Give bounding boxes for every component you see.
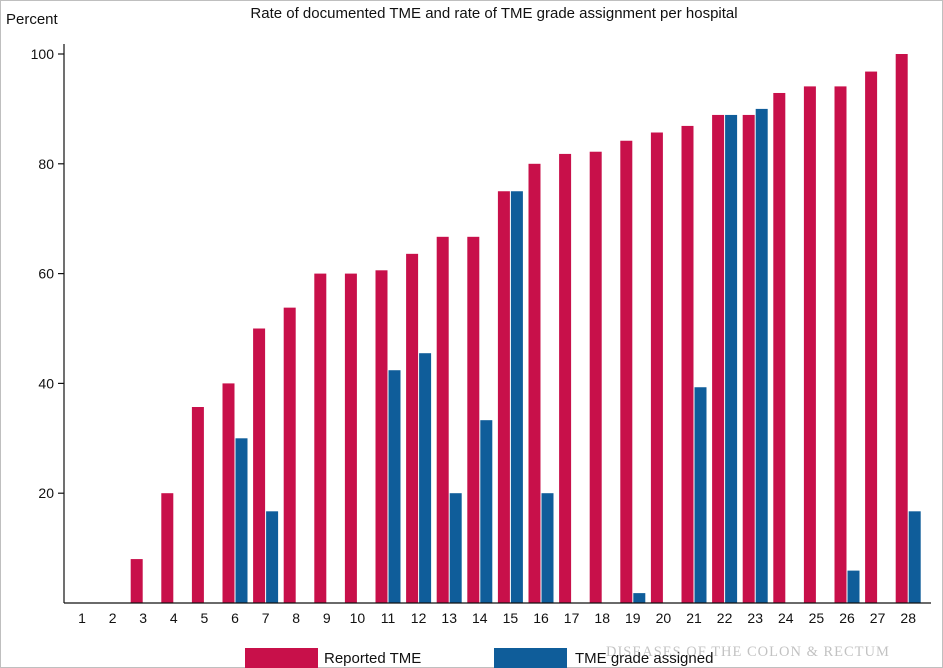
bar-tme-grade-assigned-7: [266, 511, 279, 603]
y-axis-label: Percent: [6, 11, 59, 28]
x-tick-label: 14: [472, 610, 488, 626]
bar-reported-tme-17: [559, 153, 572, 603]
y-tick-label: 60: [38, 266, 54, 282]
bar-reported-tme-27: [865, 71, 878, 604]
y-tick-label: 20: [38, 485, 54, 501]
x-axis: 1 2 3 4 5 6 7 8 9 10 11 12 13 14 15 16 17 18 19 20 21 22 23 24 2…: [64, 602, 931, 626]
bar-reported-tme-14: [467, 236, 480, 603]
x-tick-label: 11: [381, 610, 396, 626]
bar-tme-grade-assigned-16: [541, 493, 554, 603]
bar-reported-tme-23: [742, 114, 755, 604]
bar-tme-grade-assigned-12: [419, 353, 432, 603]
x-tick-label: 4: [170, 610, 178, 626]
y-axis: 20 40 60 80 100: [31, 44, 65, 603]
x-tick-label: 17: [564, 610, 580, 626]
bar-tme-grade-assigned-6: [235, 438, 248, 603]
x-tick-label: 2: [109, 610, 117, 626]
x-tick-label: 12: [411, 610, 427, 626]
bar-reported-tme-28: [895, 54, 908, 603]
x-tick-label: 19: [625, 610, 641, 626]
x-tick-label: 27: [870, 610, 886, 626]
bar-reported-tme-3: [130, 559, 143, 603]
bar-reported-tme-12: [406, 253, 419, 603]
bar-reported-tme-21: [681, 125, 694, 603]
x-tick-label: 21: [686, 610, 702, 626]
bar-tme-grade-assigned-21: [694, 387, 707, 603]
x-tick-label: 23: [747, 610, 763, 626]
y-tick-label: 100: [31, 46, 55, 62]
bar-reported-tme-15: [497, 191, 510, 603]
bar-reported-tme-8: [283, 307, 296, 603]
bar-reported-tme-6: [222, 383, 235, 603]
x-tick-label: 15: [503, 610, 519, 626]
legend-swatch-reported-tme: [245, 648, 318, 668]
bar-reported-tme-25: [803, 86, 816, 604]
bar-tme-grade-assigned-28: [908, 511, 921, 603]
bar-tme-grade-assigned-11: [388, 370, 401, 603]
bar-reported-tme-5: [191, 407, 204, 603]
legend-label-tme-grade-assigned: TME grade assigned: [575, 650, 713, 667]
bar-reported-tme-22: [712, 114, 725, 604]
x-tick-label: 20: [656, 610, 672, 626]
x-tick-label: 1: [78, 610, 86, 626]
bar-reported-tme-11: [375, 270, 388, 603]
bar-reported-tme-18: [589, 151, 602, 604]
bar-tme-grade-assigned-23: [755, 108, 768, 604]
x-tick-label: 3: [139, 610, 147, 626]
x-tick-label: 13: [441, 610, 457, 626]
bar-reported-tme-7: [253, 328, 266, 603]
x-tick-label: 28: [900, 610, 916, 626]
bar-tme-grade-assigned-13: [449, 493, 462, 603]
x-tick-label: 18: [594, 610, 610, 626]
bar-tme-grade-assigned-19: [633, 593, 646, 603]
bar-reported-tme-20: [650, 132, 663, 603]
x-tick-label: 26: [839, 610, 855, 626]
bar-reported-tme-26: [834, 86, 847, 604]
bars: [130, 54, 921, 604]
x-tick-label: 25: [809, 610, 825, 626]
bar-reported-tme-16: [528, 163, 541, 604]
x-tick-label: 22: [717, 610, 733, 626]
x-tick-label: 9: [323, 610, 331, 626]
bar-reported-tme-24: [773, 92, 786, 603]
bar-reported-tme-10: [344, 273, 357, 603]
journal-watermark: DISEASES OF THE COLON & RECTUM: [606, 644, 890, 660]
x-tick-label: 6: [231, 610, 239, 626]
legend: Reported TME TME grade assigned: [245, 648, 713, 668]
x-tick-label: 24: [778, 610, 794, 626]
x-tick-label: 7: [262, 610, 270, 626]
x-tick-label: 16: [533, 610, 549, 626]
bar-tme-grade-assigned-14: [480, 420, 493, 603]
bar-tme-grade-assigned-15: [510, 191, 523, 603]
chart-title: Rate of documented TME and rate of TME g…: [250, 5, 737, 22]
bar-tme-grade-assigned-22: [725, 114, 738, 604]
x-tick-label: 8: [292, 610, 300, 626]
bar-tme-grade-assigned-26: [847, 570, 860, 603]
legend-label-reported-tme: Reported TME: [324, 650, 421, 667]
legend-swatch-tme-grade-assigned: [494, 648, 567, 668]
bar-reported-tme-13: [436, 236, 449, 603]
y-tick-label: 80: [38, 156, 54, 172]
bar-reported-tme-19: [620, 140, 633, 603]
x-tick-label: 5: [201, 610, 209, 626]
bar-reported-tme-4: [161, 493, 174, 603]
y-tick-label: 40: [38, 375, 54, 391]
bar-reported-tme-9: [314, 273, 327, 603]
x-tick-label: 10: [350, 610, 366, 626]
